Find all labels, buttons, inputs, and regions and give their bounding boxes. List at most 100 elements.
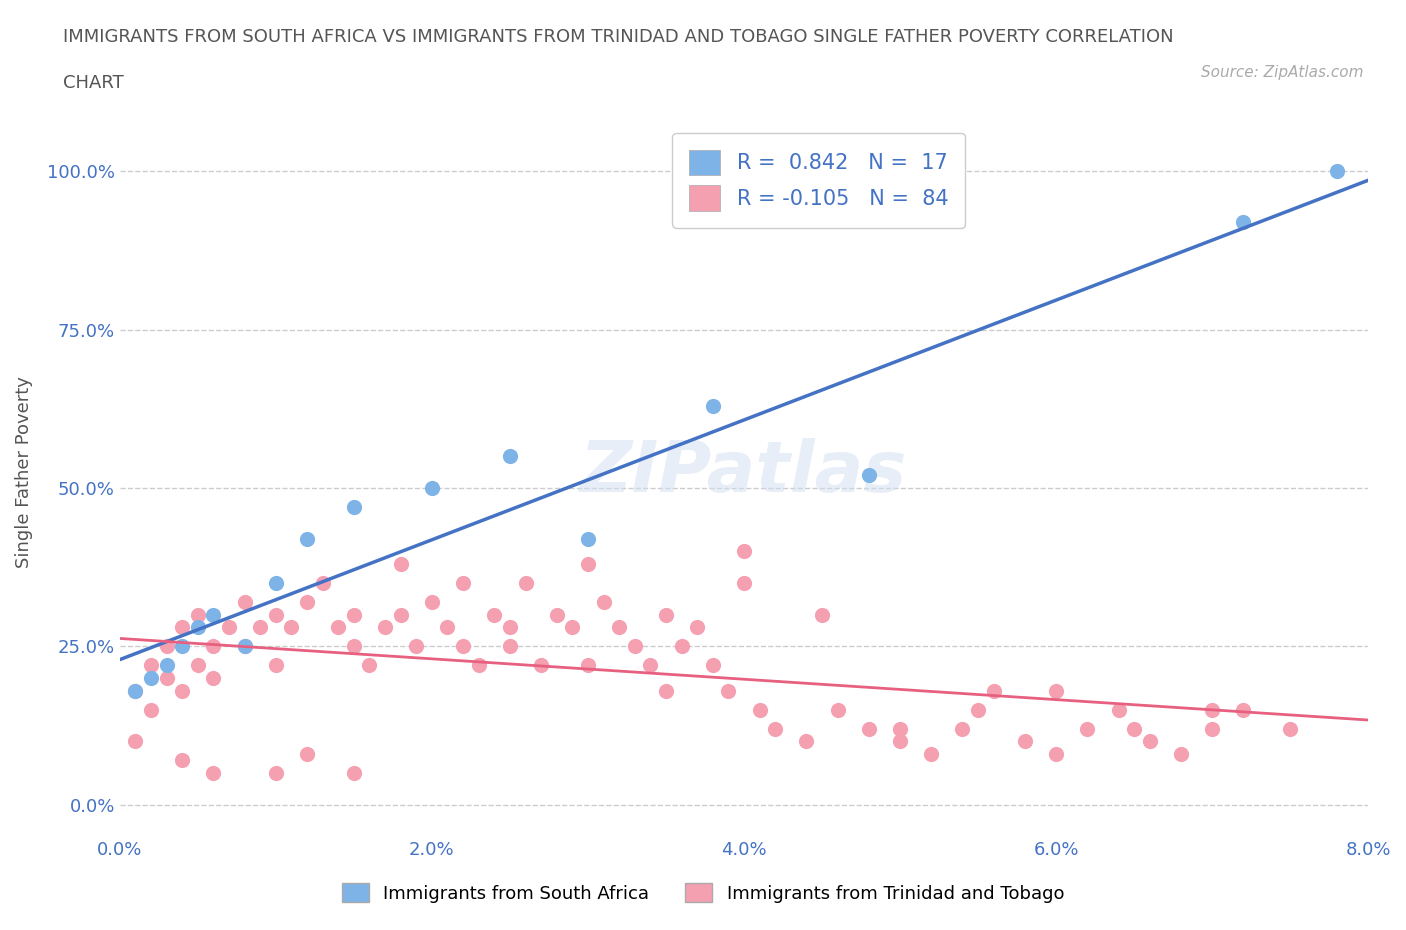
Point	[1232, 215, 1254, 230]
Point	[811, 607, 834, 622]
Point	[702, 398, 724, 413]
Point	[1201, 702, 1223, 717]
Point	[124, 684, 146, 698]
Point	[155, 658, 177, 672]
Point	[1139, 734, 1161, 749]
Point	[686, 620, 709, 635]
Point	[233, 639, 256, 654]
Point	[139, 671, 162, 685]
Point	[295, 747, 318, 762]
Point	[1326, 164, 1348, 179]
Point	[187, 620, 209, 635]
Point	[311, 576, 333, 591]
Point	[264, 765, 287, 780]
Point	[499, 639, 522, 654]
Point	[858, 722, 880, 737]
Point	[607, 620, 630, 635]
Legend: Immigrants from South Africa, Immigrants from Trinidad and Tobago: Immigrants from South Africa, Immigrants…	[333, 874, 1073, 911]
Point	[546, 607, 568, 622]
Point	[233, 639, 256, 654]
Point	[796, 734, 818, 749]
Point	[139, 702, 162, 717]
Point	[1123, 722, 1146, 737]
Point	[328, 620, 350, 635]
Point	[405, 639, 427, 654]
Point	[484, 607, 506, 622]
Point	[202, 639, 225, 654]
Point	[124, 734, 146, 749]
Text: Source: ZipAtlas.com: Source: ZipAtlas.com	[1201, 65, 1364, 80]
Point	[655, 684, 678, 698]
Point	[389, 556, 412, 571]
Point	[530, 658, 553, 672]
Point	[717, 684, 740, 698]
Point	[1201, 722, 1223, 737]
Point	[343, 639, 366, 654]
Point	[1014, 734, 1036, 749]
Point	[983, 684, 1005, 698]
Point	[187, 658, 209, 672]
Point	[640, 658, 662, 672]
Point	[827, 702, 849, 717]
Point	[451, 639, 474, 654]
Point	[748, 702, 770, 717]
Text: IMMIGRANTS FROM SOUTH AFRICA VS IMMIGRANTS FROM TRINIDAD AND TOBAGO SINGLE FATHE: IMMIGRANTS FROM SOUTH AFRICA VS IMMIGRAN…	[63, 28, 1174, 46]
Point	[499, 449, 522, 464]
Point	[1232, 702, 1254, 717]
Point	[202, 607, 225, 622]
Text: ZIPatlas: ZIPatlas	[581, 438, 908, 507]
Point	[702, 658, 724, 672]
Point	[155, 639, 177, 654]
Point	[889, 722, 911, 737]
Point	[561, 620, 583, 635]
Point	[420, 481, 443, 496]
Point	[1170, 747, 1192, 762]
Point	[187, 607, 209, 622]
Point	[343, 765, 366, 780]
Point	[952, 722, 974, 737]
Point	[1279, 722, 1302, 737]
Text: CHART: CHART	[63, 74, 124, 92]
Point	[467, 658, 489, 672]
Point	[576, 658, 599, 672]
Point	[202, 671, 225, 685]
Y-axis label: Single Father Poverty: Single Father Poverty	[15, 377, 32, 568]
Point	[763, 722, 786, 737]
Point	[451, 576, 474, 591]
Point	[139, 658, 162, 672]
Point	[172, 620, 194, 635]
Point	[343, 607, 366, 622]
Point	[124, 684, 146, 698]
Point	[295, 531, 318, 546]
Point	[172, 753, 194, 768]
Point	[389, 607, 412, 622]
Point	[343, 499, 366, 514]
Point	[1045, 747, 1067, 762]
Legend: R =  0.842   N =  17, R = -0.105   N =  84: R = 0.842 N = 17, R = -0.105 N = 84	[672, 133, 966, 228]
Point	[733, 576, 755, 591]
Point	[499, 620, 522, 635]
Point	[233, 594, 256, 609]
Point	[359, 658, 381, 672]
Point	[920, 747, 942, 762]
Point	[515, 576, 537, 591]
Point	[202, 765, 225, 780]
Point	[264, 607, 287, 622]
Point	[576, 531, 599, 546]
Point	[1108, 702, 1130, 717]
Point	[1076, 722, 1098, 737]
Point	[671, 639, 693, 654]
Point	[264, 658, 287, 672]
Point	[172, 684, 194, 698]
Point	[295, 594, 318, 609]
Point	[733, 544, 755, 559]
Point	[889, 734, 911, 749]
Point	[858, 468, 880, 483]
Point	[264, 576, 287, 591]
Point	[420, 594, 443, 609]
Point	[280, 620, 302, 635]
Point	[155, 671, 177, 685]
Point	[967, 702, 990, 717]
Point	[436, 620, 458, 635]
Point	[623, 639, 645, 654]
